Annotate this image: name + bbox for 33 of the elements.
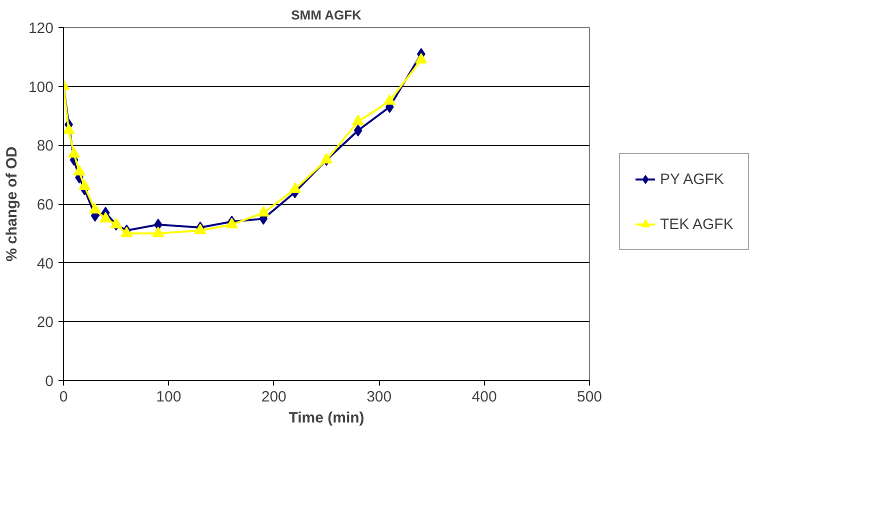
- point: [384, 94, 396, 105]
- x-tick-label: 400: [472, 388, 497, 406]
- x-tick-label: 0: [59, 388, 68, 406]
- point: [415, 53, 428, 64]
- y-tick-label: 60: [36, 196, 54, 214]
- y-tick-label: 120: [28, 20, 54, 37]
- y-tick-label: 20: [36, 314, 54, 332]
- y-tick-label: 0: [45, 373, 54, 390]
- point: [354, 124, 362, 136]
- y-tick-label: 80: [36, 138, 54, 155]
- point: [64, 124, 75, 134]
- point: [288, 182, 301, 193]
- point: [257, 206, 270, 216]
- y-tick-label: 100: [28, 78, 54, 96]
- point: [120, 226, 133, 238]
- point: [89, 203, 102, 214]
- legend-label: TEK AGFK: [660, 216, 734, 232]
- x-tick-label: 100: [156, 388, 182, 406]
- point: [100, 212, 112, 222]
- y-axis-title: % change of OD: [3, 146, 20, 262]
- y-tick-label: 40: [36, 255, 54, 272]
- point: [78, 180, 91, 190]
- chart-title: SMM AGFK: [291, 8, 362, 22]
- x-tick-label: 500: [576, 388, 602, 406]
- legend-label: PY AGFK: [660, 170, 724, 188]
- point: [73, 164, 86, 176]
- point: [352, 114, 364, 126]
- x-axis-title: Time (min): [288, 410, 364, 426]
- x-tick-label: 300: [366, 388, 392, 406]
- point: [110, 218, 122, 228]
- point: [152, 226, 164, 238]
- point: [68, 147, 80, 158]
- x-tick-label: 200: [261, 388, 286, 406]
